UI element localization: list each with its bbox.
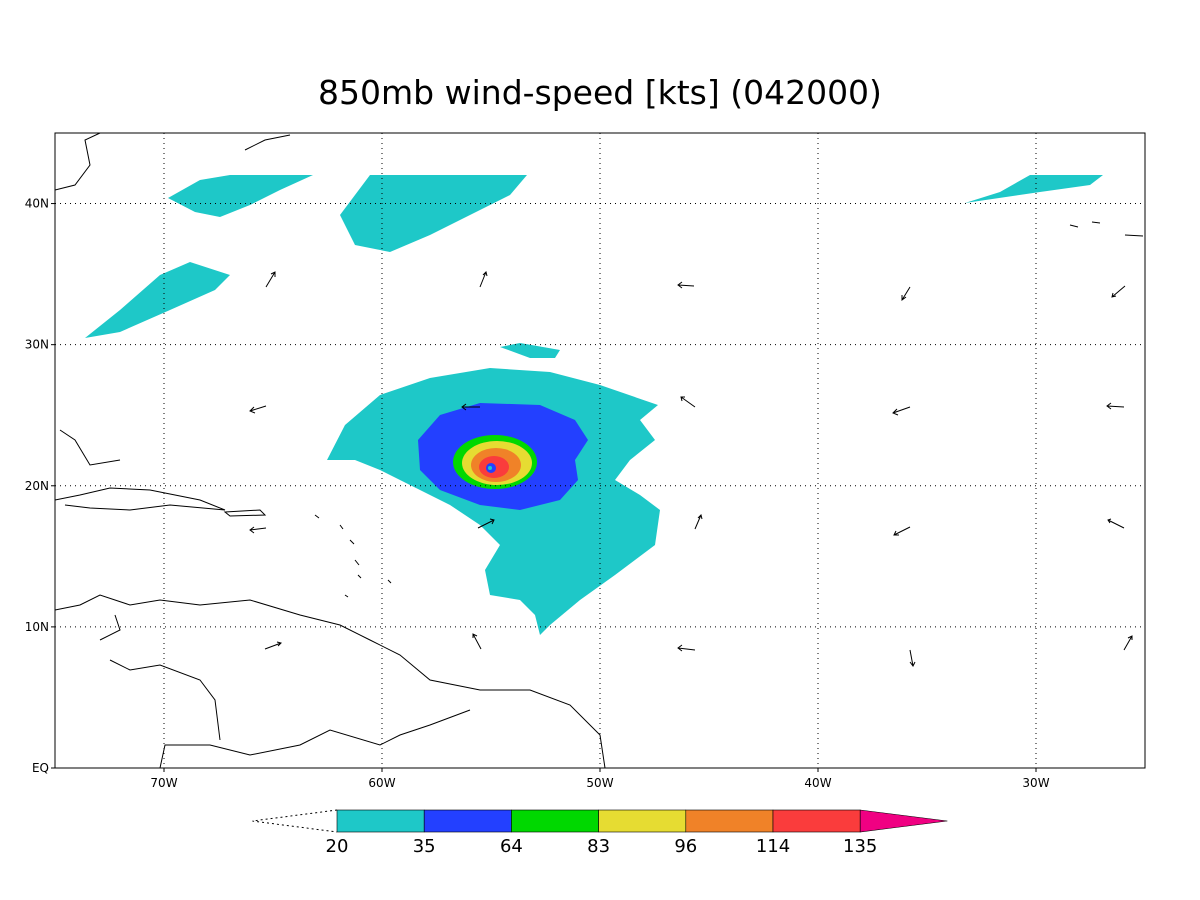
colorbar-label: 96 <box>674 836 697 857</box>
wind-vector <box>472 633 482 650</box>
x-tick-label: 30W <box>1022 776 1049 790</box>
colorbar-label: 135 <box>843 836 877 857</box>
wind-vector <box>677 644 696 652</box>
y-tick-label: 40N <box>25 197 49 211</box>
wind-vectors <box>249 271 1133 667</box>
coastline <box>55 133 606 768</box>
colorbar-label: 64 <box>500 836 523 857</box>
colorbar-under <box>252 809 338 833</box>
colorbar-label: 114 <box>756 836 790 857</box>
colorbar-segment <box>685 809 774 833</box>
wind-vector <box>479 271 488 288</box>
colorbar-label: 83 <box>587 836 610 857</box>
chart-title: 850mb wind-speed [kts] (042000) <box>318 73 882 112</box>
colorbar-segment <box>336 809 425 833</box>
wind-field <box>55 133 1144 768</box>
y-tick-label: 30N <box>25 338 49 352</box>
wind-vector <box>677 281 695 289</box>
y-tick-label: EQ <box>32 761 49 775</box>
x-tick-label: 70W <box>150 776 177 790</box>
contour-region <box>488 466 492 470</box>
x-tick-label: 60W <box>368 776 395 790</box>
wind-vector <box>901 286 911 301</box>
wind-vector <box>694 514 703 530</box>
colorbar-segment <box>423 809 512 833</box>
wind-vector <box>892 406 911 416</box>
wind-vector <box>461 403 480 411</box>
contour-region <box>85 262 230 338</box>
colorbar-label: 35 <box>413 836 436 857</box>
wind-vector <box>249 405 267 414</box>
wind-vector <box>893 526 911 536</box>
wind-vector <box>1106 402 1125 410</box>
wind-vector <box>264 641 282 650</box>
wind-vector <box>477 518 495 529</box>
wind-vector <box>1107 518 1125 529</box>
wind-vector <box>909 649 916 667</box>
island-chain <box>314 221 1144 598</box>
wind-vector <box>1123 635 1133 651</box>
colorbar: 20 35 64 83 96 114 135 <box>252 809 948 857</box>
colorbar-segment <box>598 809 687 833</box>
y-tick-label: 20N <box>25 479 49 493</box>
colorbar-over <box>859 809 948 833</box>
wind-vector <box>249 526 267 534</box>
contour-region <box>340 175 527 252</box>
map-axes: 70W 60W 50W 40W 30W EQ 10N 20N 30N 40N <box>25 133 1145 790</box>
contour-region <box>965 175 1103 203</box>
wind-vector <box>680 396 696 408</box>
x-tick-label: 50W <box>586 776 613 790</box>
x-tick-label: 40W <box>804 776 831 790</box>
colorbar-label: 20 <box>326 836 349 857</box>
contour-region <box>500 343 560 358</box>
colorbar-segment <box>511 809 599 833</box>
wind-vector <box>1111 285 1126 298</box>
colorbar-segment <box>772 809 861 833</box>
map-frame <box>54 132 1146 769</box>
contour-region <box>168 175 313 217</box>
y-tick-label: 10N <box>25 620 49 634</box>
wind-vector <box>265 271 276 288</box>
